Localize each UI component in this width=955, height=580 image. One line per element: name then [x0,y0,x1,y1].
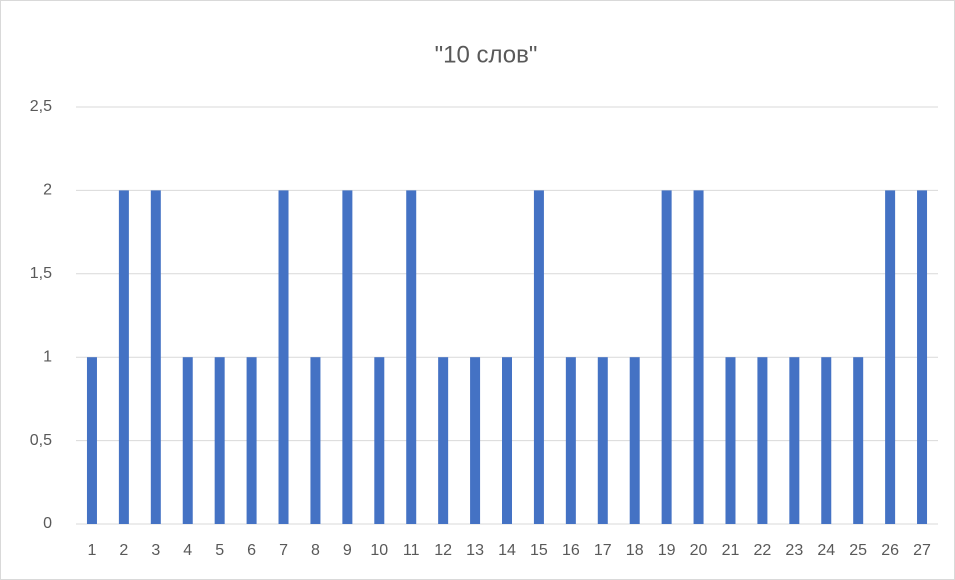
bar [406,190,417,524]
chart-title: "10 слов" [435,41,538,68]
x-tick-label: 15 [530,542,548,559]
y-tick-label: 0,5 [30,432,52,449]
bar [278,190,289,524]
x-tick-label: 12 [434,542,452,559]
x-tick-label: 5 [215,542,224,559]
bar [214,357,225,524]
x-tick-label: 13 [466,542,484,559]
bar [853,357,864,524]
x-tick-label: 25 [849,542,867,559]
x-tick-label: 2 [119,542,128,559]
bar [565,357,576,524]
x-tick-label: 6 [247,542,256,559]
bar [629,357,640,524]
y-tick-label: 1 [43,348,52,365]
x-tick-label: 27 [913,542,931,559]
x-tick-label: 3 [151,542,160,559]
x-tick-label: 4 [183,542,192,559]
y-tick-label: 0 [43,515,52,532]
bar [661,190,672,524]
bar [470,357,481,524]
x-tick-label: 11 [403,542,420,559]
x-tick-label: 8 [311,542,320,559]
x-tick-label: 26 [881,542,899,559]
x-tick-label: 19 [658,542,676,559]
bar [246,357,257,524]
bar [821,357,832,524]
x-tick-label: 7 [279,542,288,559]
bar [693,190,704,524]
bar [182,357,193,524]
x-tick-label: 17 [594,542,612,559]
x-tick-label: 20 [690,542,708,559]
bar [310,357,321,524]
bar [118,190,129,524]
y-tick-label: 2 [43,182,52,199]
y-tick-label: 1,5 [30,265,52,282]
x-tick-label: 21 [722,542,740,559]
x-tick-label: 10 [370,542,388,559]
y-tick-label: 2,5 [30,98,52,115]
bar [86,357,97,524]
bar [757,357,768,524]
x-tick-label: 14 [498,542,516,559]
x-tick-label: 24 [817,542,835,559]
bar [597,357,608,524]
bar [438,357,449,524]
bar [342,190,353,524]
bar [885,190,896,524]
x-tick-label: 9 [343,542,352,559]
bar [789,357,800,524]
x-tick-label: 22 [754,542,772,559]
x-tick-label: 16 [562,542,580,559]
bar [150,190,161,524]
x-tick-label: 1 [88,542,97,559]
bar [725,357,736,524]
bar [502,357,512,524]
x-tick-label: 18 [626,542,644,559]
bar [917,190,928,524]
bar [533,190,544,524]
x-tick-label: 23 [785,542,803,559]
bar [374,357,385,524]
